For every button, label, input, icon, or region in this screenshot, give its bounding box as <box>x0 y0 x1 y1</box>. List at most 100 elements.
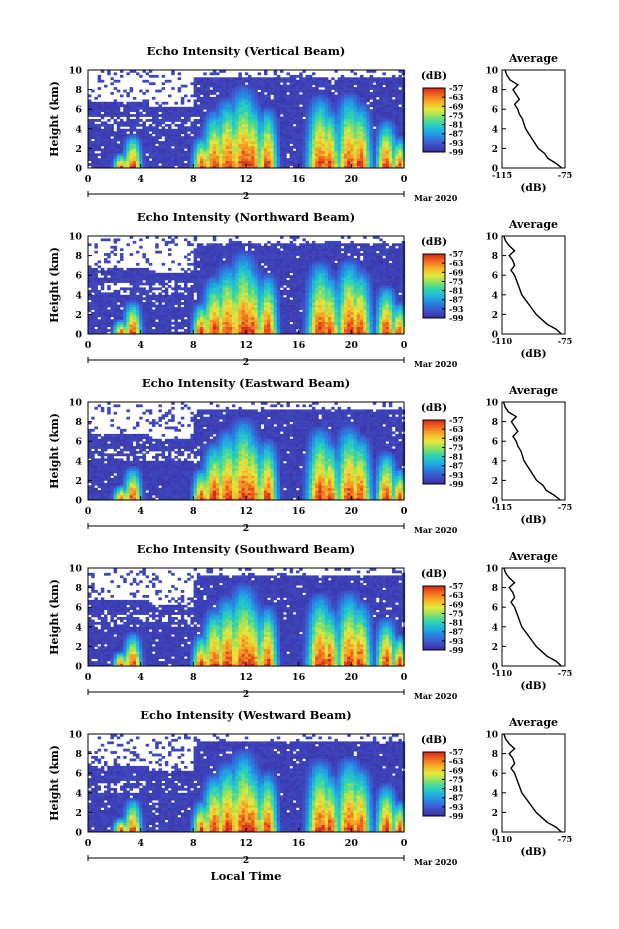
heatmap-cell <box>177 304 182 308</box>
heatmap-cell <box>334 84 338 88</box>
heatmap-cell <box>97 297 102 301</box>
heatmap-cell <box>353 143 358 147</box>
heatmap-cell <box>241 158 246 161</box>
heatmap-cell <box>219 116 223 120</box>
heatmap-cell <box>184 165 188 169</box>
heatmap-cell <box>228 280 233 283</box>
heatmap-cell <box>158 314 162 318</box>
heatmap-cell <box>238 143 242 147</box>
heatmap-cell <box>225 131 230 135</box>
heatmap-cell <box>209 311 214 315</box>
heatmap-cell <box>241 150 246 154</box>
heatmap-cell <box>100 70 105 73</box>
heatmap-cell <box>248 145 252 149</box>
colorbar-segment <box>423 123 445 126</box>
heatmap-cell <box>235 155 239 159</box>
heatmap-cell <box>379 138 383 142</box>
heatmap-cell <box>184 329 188 332</box>
heatmap-cell <box>395 141 399 144</box>
heatmap-cell <box>305 96 310 100</box>
heatmap-cell <box>312 99 316 103</box>
heatmap-cell <box>353 133 358 137</box>
heatmap-cell <box>184 304 188 308</box>
heatmap-cell <box>276 109 281 112</box>
heatmap-cell <box>238 128 242 132</box>
heatmap-cell <box>273 106 278 110</box>
heatmap-cell <box>225 314 230 318</box>
heatmap-cell <box>398 84 402 88</box>
heatmap-cell <box>97 133 102 137</box>
heatmap-cell <box>315 128 319 132</box>
heatmap-cell <box>203 116 207 120</box>
heatmap-cell <box>203 272 207 276</box>
heatmap-cell <box>152 297 156 301</box>
heatmap-cell <box>305 123 310 127</box>
heatmap-cell <box>392 148 396 152</box>
heatmap-cell <box>321 123 326 127</box>
heatmap-cell <box>280 99 284 103</box>
heatmap-cell <box>171 119 175 122</box>
heatmap-cell <box>248 99 252 103</box>
heatmap-cell <box>257 304 262 308</box>
y-tick-label: 8 <box>75 85 82 96</box>
heatmap-cell <box>120 326 124 330</box>
heatmap-cell <box>152 126 156 130</box>
heatmap-cell <box>200 143 204 147</box>
heatmap-cell <box>145 309 150 313</box>
heatmap-cell <box>318 131 322 135</box>
heatmap-cell <box>200 253 204 256</box>
heatmap-cell <box>235 304 239 308</box>
heatmap-cell <box>344 141 348 144</box>
heatmap-cell <box>331 133 335 137</box>
heatmap-cell <box>116 292 121 296</box>
heatmap-cell <box>168 126 172 130</box>
heatmap-cell <box>180 272 185 276</box>
heatmap-cell <box>369 114 374 117</box>
heatmap-cell <box>91 311 95 315</box>
heatmap-cell <box>219 275 223 278</box>
heatmap-cell <box>216 114 220 117</box>
heatmap-cell <box>129 153 134 157</box>
heatmap-cell <box>305 153 310 157</box>
heatmap-cell <box>324 158 329 161</box>
heatmap-cell <box>251 260 255 264</box>
heatmap-cell <box>356 153 361 157</box>
heatmap-cell <box>331 106 335 110</box>
heatmap-cell <box>142 307 146 310</box>
heatmap-cell <box>206 116 210 120</box>
heatmap-cell <box>286 143 290 147</box>
heatmap-cell <box>126 326 130 330</box>
heatmap-cell <box>174 101 178 105</box>
heatmap-cell <box>308 155 313 159</box>
heatmap-cell <box>238 292 242 296</box>
heatmap-cell <box>148 272 153 276</box>
heatmap-cell <box>126 165 130 169</box>
heatmap-cell <box>174 138 178 142</box>
heatmap-cell <box>129 270 134 274</box>
heatmap-cell <box>203 326 207 330</box>
heatmap-cell <box>392 136 396 139</box>
heatmap-cell <box>356 165 361 169</box>
heatmap-cell <box>286 128 290 132</box>
heatmap-cell <box>280 116 284 120</box>
heatmap-cell <box>200 299 204 303</box>
heatmap-cell <box>97 138 102 142</box>
heatmap-cell <box>350 79 354 83</box>
heatmap-cell <box>219 82 223 86</box>
heatmap-cell <box>276 158 281 161</box>
heatmap-cell <box>340 153 345 157</box>
heatmap-cell <box>321 131 326 135</box>
heatmap-cell <box>244 101 249 105</box>
heatmap-cell <box>216 265 220 269</box>
heatmap-cell <box>193 145 198 149</box>
heatmap-cell <box>296 128 300 132</box>
heatmap-cell <box>385 150 390 154</box>
heatmap-cell <box>254 285 258 288</box>
heatmap-cell <box>209 121 214 125</box>
heatmap-cell <box>280 165 284 169</box>
heatmap-cell <box>225 321 230 325</box>
heatmap-cell <box>347 133 351 137</box>
heatmap-cell <box>126 114 130 117</box>
heatmap-cell <box>254 82 258 86</box>
heatmap-cell <box>321 121 326 125</box>
